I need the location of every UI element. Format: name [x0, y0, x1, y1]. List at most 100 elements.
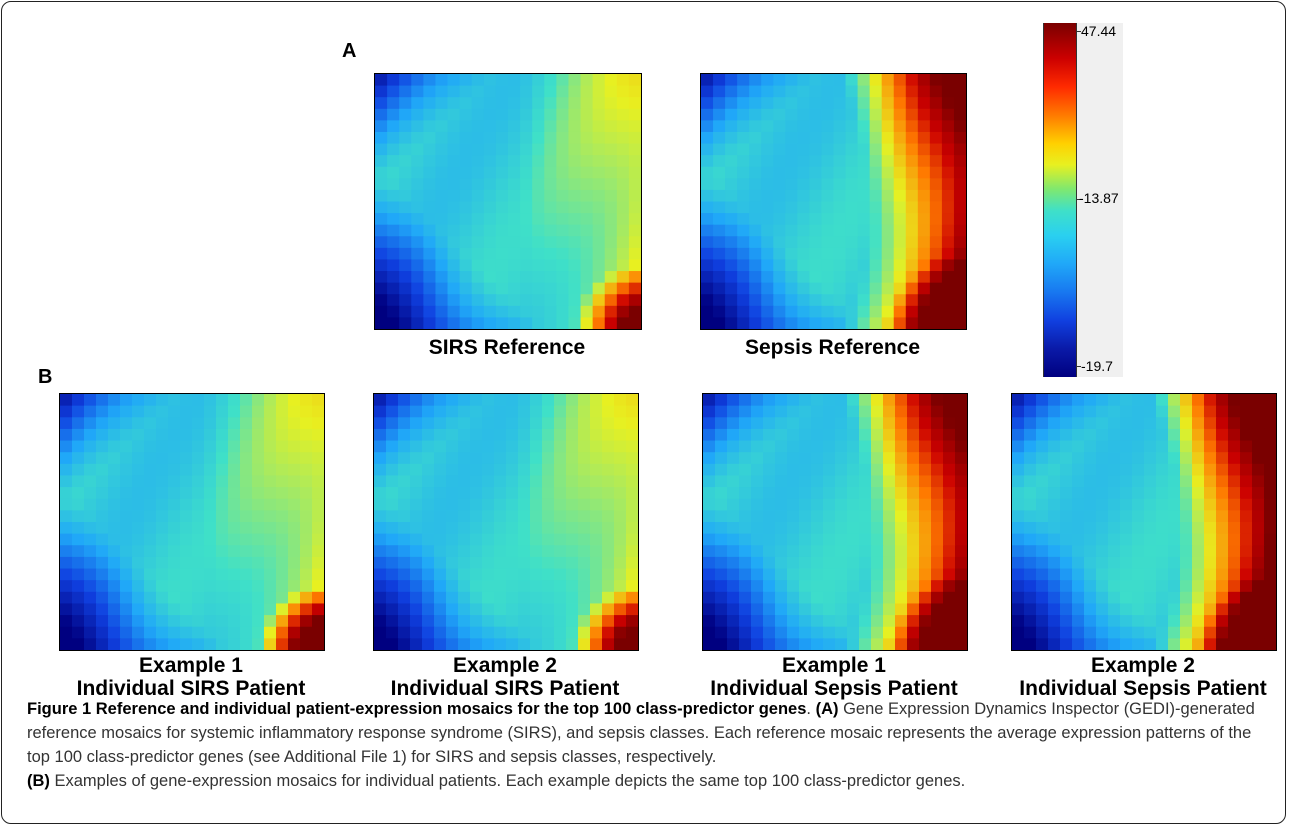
mosaic-tile	[893, 259, 907, 272]
mosaic-tile	[60, 475, 73, 488]
mosaic-tile	[1192, 568, 1205, 581]
mosaic-tile	[881, 282, 895, 295]
mosaic-tile	[883, 568, 896, 581]
mosaic-tile	[761, 166, 774, 179]
mosaic-tile	[809, 201, 823, 214]
mosaic-tile	[871, 405, 884, 418]
mosaic-tile	[1036, 428, 1049, 442]
mosaic-tile	[264, 487, 277, 500]
mosaic-tile	[312, 580, 324, 593]
mosaic-tile	[602, 463, 615, 477]
mosaic-tile	[626, 452, 638, 465]
mosaic-tile	[881, 247, 895, 261]
mosaic-tile	[941, 131, 955, 145]
mosaic-tile	[180, 580, 193, 593]
mosaic-tile	[144, 522, 157, 535]
mosaic-tile	[749, 143, 762, 156]
mosaic-tile	[953, 166, 966, 179]
mosaic-tile	[797, 178, 811, 191]
mosaic-tile	[821, 282, 835, 295]
mosaic-tile	[1048, 463, 1061, 477]
mosaic-tile	[60, 452, 73, 465]
mosaic-tile	[628, 178, 641, 191]
mosaic-tile	[1192, 510, 1205, 523]
caption-line: Individual Sepsis Patient	[1019, 677, 1267, 700]
mosaic-tile	[943, 440, 956, 453]
mosaic-tile	[204, 394, 217, 407]
mosaic-tile	[132, 556, 145, 570]
mosaic-tile	[847, 463, 860, 477]
mosaic-tile	[508, 259, 521, 272]
mosaic-tile	[375, 166, 388, 179]
mosaic-tile	[84, 545, 97, 558]
mosaic-tile	[1240, 580, 1253, 593]
mosaic-tile	[859, 452, 872, 465]
mosaic-tile	[458, 556, 471, 570]
mosaic-tile	[494, 394, 507, 407]
mosaic-tile	[1168, 638, 1181, 650]
mosaic-tile	[556, 224, 570, 237]
mosaic-tile	[616, 97, 630, 110]
mosaic-tile	[737, 178, 750, 191]
mosaic-tile	[494, 522, 507, 535]
mosaic-tile	[578, 556, 591, 570]
mosaic-tile	[1108, 522, 1121, 535]
mosaic-tile	[919, 452, 932, 465]
mosaic-tile	[907, 568, 920, 581]
mosaic-tile	[1216, 568, 1229, 581]
mosaic-tile	[494, 440, 507, 453]
mosaic-tile	[1216, 522, 1229, 535]
mosaic-tile	[252, 591, 265, 605]
mosaic-tile	[470, 568, 483, 581]
mosaic-tile	[787, 533, 800, 546]
mosaic-tile	[895, 394, 908, 407]
mosaic-tile	[399, 120, 412, 133]
mosaic-tile	[508, 189, 521, 203]
mosaic-tile	[423, 189, 437, 203]
mosaic-tile	[375, 120, 388, 133]
mosaic-tile	[544, 178, 557, 191]
mosaic-tile	[715, 463, 728, 477]
mosaic-tile	[614, 452, 627, 465]
mosaic-tile	[761, 305, 774, 319]
mosaic-tile	[542, 475, 555, 488]
mosaic-tile	[1180, 487, 1193, 500]
mosaic-tile	[797, 120, 811, 133]
mosaic-tile	[1084, 545, 1097, 558]
mosaic-tile	[881, 259, 895, 272]
mosaic-tile	[1096, 510, 1109, 523]
mosaic-tile	[628, 166, 641, 179]
mosaic-tile	[375, 143, 388, 156]
mosaic-tile	[703, 428, 716, 442]
mosaic-tile	[506, 394, 519, 407]
mosaic-tile	[797, 271, 811, 284]
mosaic-tile	[252, 522, 265, 535]
mosaic-tile	[1072, 475, 1085, 488]
mosaic-tile	[869, 271, 883, 284]
mosaic-tile	[823, 638, 836, 650]
mosaic-tile	[495, 305, 509, 319]
mosaic-tile	[857, 213, 871, 226]
mosaic-tile	[556, 213, 570, 226]
mosaic-tile	[482, 417, 495, 430]
mosaic-tile	[156, 510, 169, 523]
mosaic-tile	[228, 522, 241, 535]
mosaic-tile	[859, 545, 872, 558]
mosaic-tile	[590, 510, 603, 523]
mosaic-tile	[775, 603, 788, 616]
mosaic-tile	[1096, 615, 1109, 628]
mosaic-tile	[943, 475, 956, 488]
mosaic-tile	[387, 74, 400, 87]
mosaic-tile	[833, 74, 847, 87]
mosaic-tile	[566, 417, 579, 430]
mosaic-tile	[288, 626, 301, 639]
mosaic-tile	[857, 166, 871, 179]
mosaic-tile	[592, 317, 606, 329]
mosaic-tile	[374, 452, 387, 465]
mosaic-tile	[459, 305, 473, 319]
mosaic-tile	[809, 282, 823, 295]
mosaic-tile	[869, 213, 883, 226]
mosaic-tile	[614, 591, 627, 605]
mosaic-tile	[799, 556, 812, 570]
mosaic-tile	[506, 405, 519, 418]
